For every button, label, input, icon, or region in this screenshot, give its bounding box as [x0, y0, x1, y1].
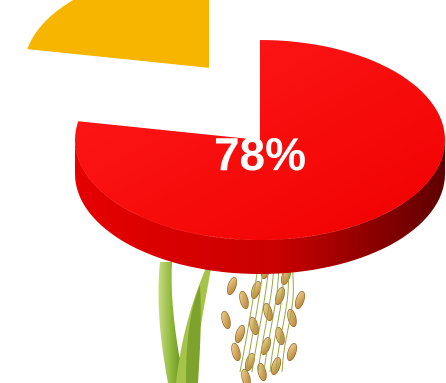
rice-grain [234, 325, 246, 343]
rice-grain [287, 308, 297, 328]
rice-leaf [186, 285, 201, 383]
rice-plant-illustration [158, 250, 214, 383]
rice-grain [270, 357, 282, 375]
rice-grain [241, 368, 251, 383]
rice-grain [294, 291, 306, 309]
pie-slice-rim [75, 140, 445, 274]
pie-slice-1 [75, 40, 445, 274]
rice-grain [286, 343, 298, 361]
pie-slices [27, 0, 445, 274]
pie-slice-2 [27, 0, 210, 68]
rice-grain [239, 290, 249, 310]
pie-slice-top [75, 40, 445, 240]
slice-value-label: 78% [214, 128, 306, 180]
rice-grain [231, 342, 241, 362]
pie-slice-top [27, 0, 210, 68]
rice-grain [257, 362, 267, 382]
rice-stem [158, 262, 184, 383]
rice-grain [226, 277, 238, 295]
rice-grain [221, 310, 231, 330]
